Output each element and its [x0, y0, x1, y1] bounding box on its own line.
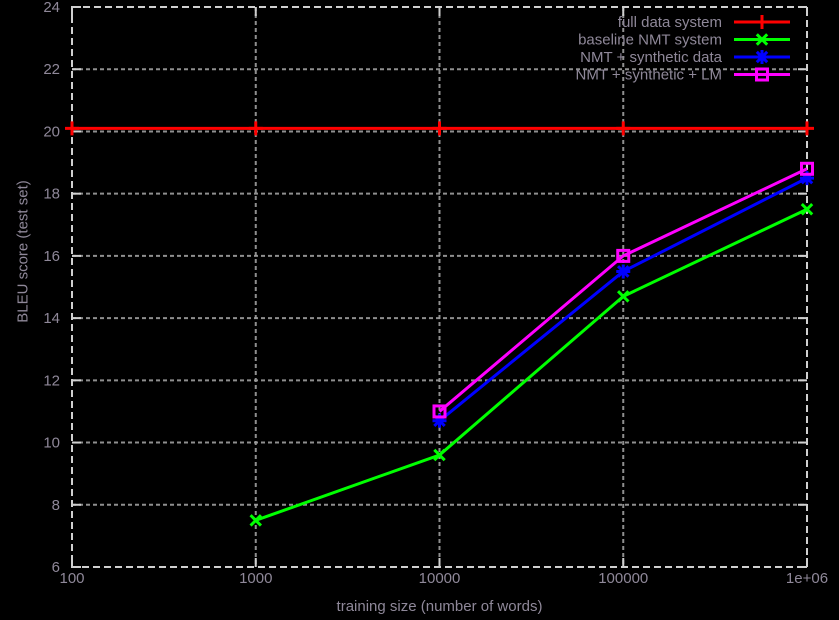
legend-label: NMT + synthetic data	[580, 49, 723, 66]
plus-marker	[616, 121, 631, 136]
cross-marker	[755, 33, 769, 46]
plus-marker	[248, 121, 263, 136]
y-tick-label: 22	[43, 61, 60, 78]
plus-marker	[432, 121, 447, 136]
x-tick-label: 100000	[598, 570, 648, 587]
plus-marker	[755, 15, 769, 29]
asterisk-marker	[432, 413, 447, 428]
y-tick-label: 20	[43, 123, 60, 140]
y-tick-label: 10	[43, 435, 60, 452]
legend-label: NMT + synthetic + LM	[576, 67, 722, 84]
asterisk-marker	[800, 171, 814, 186]
cross-marker	[249, 514, 263, 527]
x-tick-label: 100	[59, 570, 84, 587]
legend-label: baseline NMT system	[578, 32, 722, 49]
y-tick-label: 24	[43, 0, 60, 16]
cross-marker	[800, 202, 814, 216]
y-axis-title: BLEU score (test set)	[14, 180, 32, 323]
y-tick-label: 12	[43, 372, 60, 389]
series-line	[438, 176, 808, 422]
x-tick-label: 1000	[239, 570, 272, 587]
series-line	[438, 167, 808, 413]
x-axis-title: training size (number of words)	[336, 598, 543, 615]
x-tick-label: 10000	[419, 570, 461, 587]
y-tick-label: 18	[43, 186, 60, 203]
plus-marker	[65, 121, 79, 136]
cross-marker	[616, 290, 630, 303]
y-tick-label: 8	[52, 497, 60, 514]
legend-label: full data system	[618, 14, 722, 31]
asterisk-marker	[755, 50, 769, 64]
y-tick-label: 16	[43, 248, 60, 265]
square-marker	[800, 161, 814, 176]
asterisk-marker	[616, 264, 631, 279]
y-tick-label: 14	[43, 310, 60, 327]
square-marker	[616, 248, 631, 263]
x-tick-label: 1e+06	[786, 570, 828, 587]
plus-marker	[800, 121, 814, 136]
series-line	[255, 207, 808, 522]
y-tick-label: 6	[52, 559, 60, 576]
cross-marker	[433, 448, 446, 462]
square-marker	[432, 404, 447, 419]
square-marker	[755, 67, 769, 82]
